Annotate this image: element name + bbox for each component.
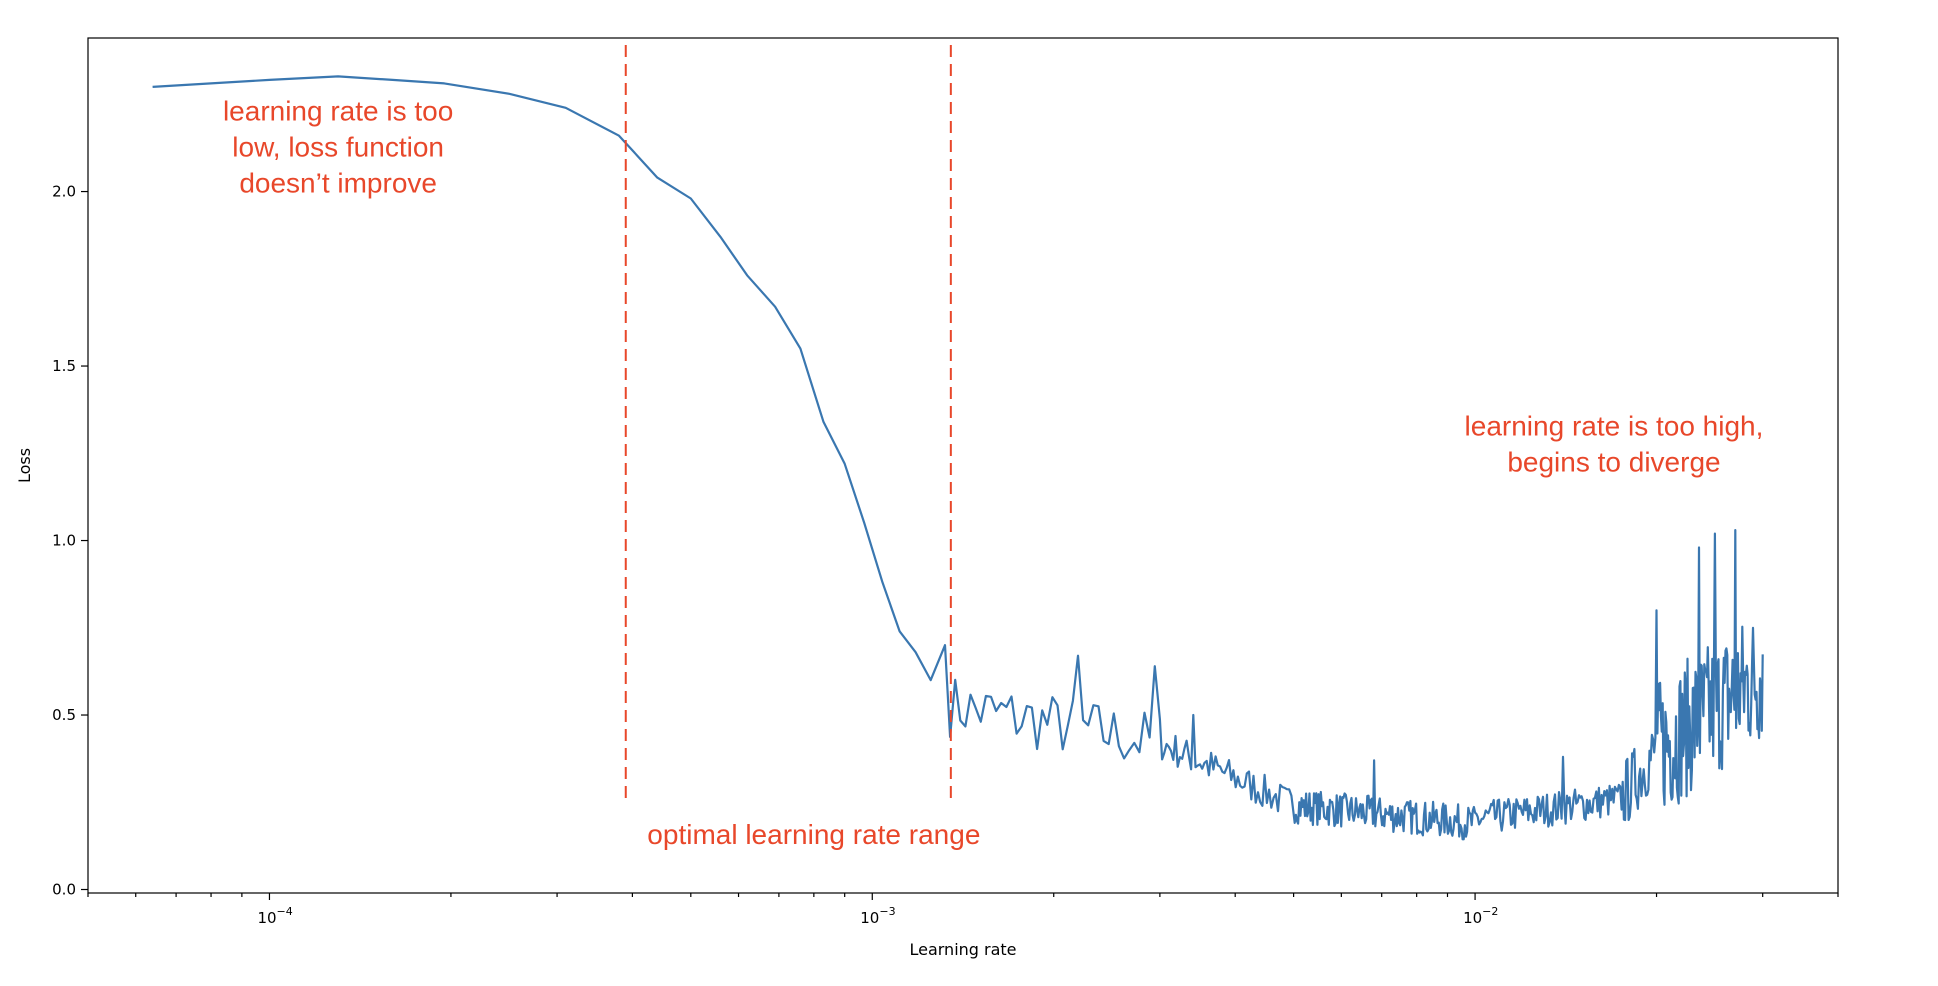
annotation-1-line-3: doesn’t improve xyxy=(239,168,437,199)
y-tick-label: 1.5 xyxy=(52,357,76,375)
x-tick-label-base: 10 xyxy=(1463,909,1482,927)
x-tick-label-exponent: −3 xyxy=(879,905,895,918)
y-axis-label: Loss xyxy=(15,448,34,483)
annotation-3-line-2: begins to diverge xyxy=(1507,446,1720,477)
y-tick-label: 0.0 xyxy=(52,881,76,899)
x-tick-label-exponent: −4 xyxy=(277,905,293,918)
annotation-2-line-1: optimal learning rate range xyxy=(647,819,980,850)
annotation-3: learning rate is too high, begins to dive… xyxy=(1465,410,1764,477)
y-tick-label: 2.0 xyxy=(52,183,76,201)
x-tick-label: 10−2 xyxy=(1463,905,1498,927)
loss-series-line xyxy=(152,75,1764,841)
x-tick-label-base: 10 xyxy=(257,909,276,927)
x-tick-label: 10−3 xyxy=(860,905,895,927)
annotation-1: learning rate is too low, loss function do… xyxy=(223,96,453,199)
x-tick-label: 10−4 xyxy=(257,905,292,927)
annotation-1-line-1: learning rate is too xyxy=(223,96,453,127)
x-tick-label-base: 10 xyxy=(860,909,879,927)
annotations: learning rate is too low, loss function do… xyxy=(223,96,1763,850)
y-tick-label: 1.0 xyxy=(52,532,76,550)
annotation-3-line-1: learning rate is too high, xyxy=(1465,410,1764,441)
y-tick-label: 0.5 xyxy=(52,706,76,724)
y-axis-ticks: 0.0 0.5 1.0 1.5 2.0 xyxy=(52,183,88,899)
annotation-2: optimal learning rate range xyxy=(647,819,980,850)
x-axis-label: Learning rate xyxy=(909,940,1016,959)
x-axis-ticks: 10−4 10−3 10−2 xyxy=(87,893,1839,927)
annotation-1-line-2: low, loss function xyxy=(232,132,444,163)
x-tick-label-exponent: −2 xyxy=(1482,905,1498,918)
plot-area xyxy=(152,44,1764,841)
axes-frame xyxy=(87,37,1839,894)
